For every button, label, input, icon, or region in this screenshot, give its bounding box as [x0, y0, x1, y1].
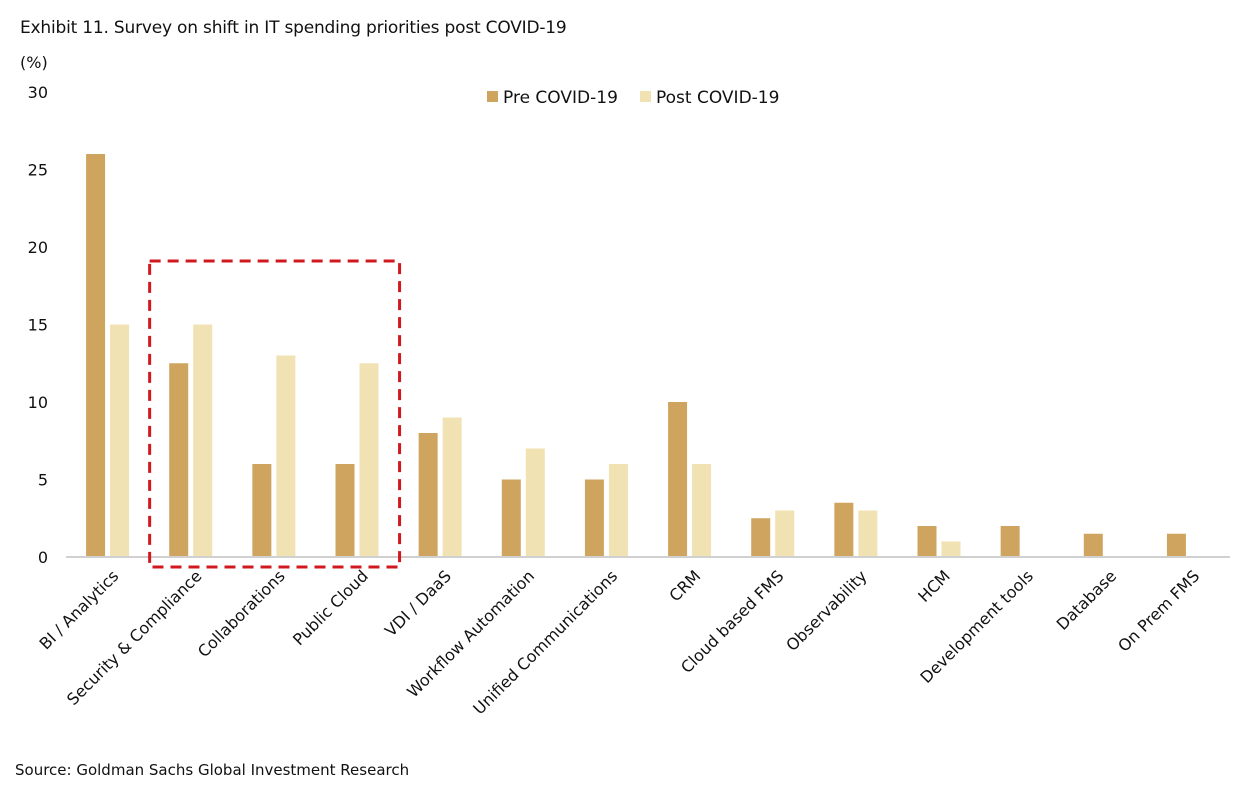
- bar-post: [110, 324, 130, 557]
- bar-post: [775, 510, 795, 557]
- chart-title: Exhibit 11. Survey on shift in IT spendi…: [20, 18, 567, 38]
- bar-pre: [834, 502, 854, 557]
- bar-post: [359, 363, 379, 557]
- y-tick-label: 10: [28, 393, 48, 412]
- bar-post: [941, 541, 961, 557]
- category-label: Security & Compliance: [63, 566, 206, 709]
- bar-pre: [1000, 526, 1020, 557]
- bar-post: [525, 448, 545, 557]
- bar-pre: [1166, 533, 1186, 557]
- bar-pre: [1083, 533, 1103, 557]
- bar-pre: [584, 479, 604, 557]
- y-tick-label: 30: [28, 83, 48, 102]
- highlight-dashed-box: [148, 259, 402, 569]
- bar-pre: [335, 464, 355, 557]
- category-label: Observability: [782, 566, 870, 654]
- category-label: HCM: [914, 566, 954, 606]
- bar-post: [858, 510, 878, 557]
- category-label: CRM: [665, 566, 704, 605]
- bar-pre: [668, 402, 688, 557]
- bar-post: [442, 417, 462, 557]
- bar-post: [193, 324, 213, 557]
- bar-pre: [86, 154, 106, 557]
- legend-swatch-post: [640, 91, 651, 102]
- bar-pre: [418, 433, 438, 557]
- y-tick-label: 20: [28, 238, 48, 257]
- category-label: Database: [1053, 566, 1120, 633]
- y-tick-label: 5: [38, 471, 48, 490]
- y-tick-label: 0: [38, 548, 48, 567]
- y-tick-label: 15: [28, 316, 48, 335]
- y-axis-ticks: 0 5 10 15 20 25 30: [28, 83, 48, 567]
- bar-pre: [917, 526, 937, 557]
- bars: [86, 154, 1186, 557]
- bar-post: [276, 355, 296, 557]
- legend: Pre COVID-19 Post COVID-19: [487, 88, 779, 108]
- bar-pre: [501, 479, 521, 557]
- category-label: Collaborations: [194, 566, 289, 661]
- y-tick-label: 25: [28, 161, 48, 180]
- bar-pre: [252, 464, 272, 557]
- category-label: On Prem FMS: [1114, 566, 1203, 655]
- legend-label-pre: Pre COVID-19: [503, 88, 618, 108]
- category-label: Unified Communications: [469, 566, 621, 718]
- legend-label-post: Post COVID-19: [656, 88, 779, 108]
- bar-post: [692, 464, 712, 557]
- legend-swatch-pre: [487, 91, 498, 102]
- category-label: BI / Analytics: [35, 566, 122, 653]
- category-label: Public Cloud: [289, 566, 372, 649]
- source-note: Source: Goldman Sachs Global Investment …: [15, 761, 410, 779]
- bar-pre: [751, 518, 771, 557]
- bar-pre: [169, 363, 189, 557]
- category-label: VDI / DaaS: [381, 566, 455, 640]
- y-axis-unit-label: (%): [20, 53, 48, 72]
- bar-post: [608, 464, 628, 557]
